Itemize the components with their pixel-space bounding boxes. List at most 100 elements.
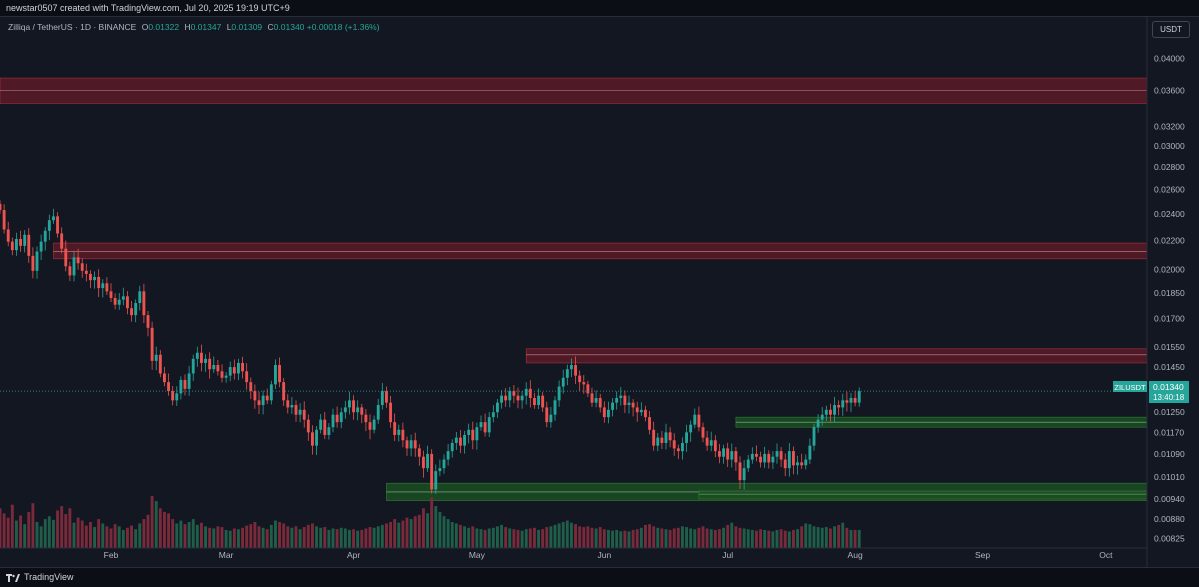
volume-bar (463, 526, 466, 548)
candle-body (779, 451, 783, 460)
price-axis[interactable]: 0.04000 0.03600 0.03200 0.03000 0.02800 0.026… (1154, 53, 1185, 543)
candle-body (541, 395, 545, 408)
volume-bar (208, 527, 212, 548)
volume-bar (315, 526, 318, 548)
candle-body (570, 365, 573, 370)
attribution-text: newstar0507 created with TradingView.com… (6, 3, 290, 13)
candle-body (491, 412, 495, 418)
candle-body (294, 405, 298, 415)
volume-bar (730, 522, 734, 548)
change-value: +0.00018 (+1.36%) (306, 22, 380, 32)
price-tick-label: 0.01700 (1154, 314, 1185, 324)
volume-bar (545, 527, 549, 548)
candle-body (829, 409, 832, 415)
candle-body (401, 429, 405, 441)
candle-body (360, 407, 364, 415)
ticker-tag (1113, 381, 1147, 392)
candle-body (417, 448, 421, 457)
price-tick-label: 0.01090 (1154, 449, 1185, 459)
candle-body (853, 397, 857, 403)
candle-body (323, 419, 327, 435)
candle-layer (0, 200, 861, 495)
volume-bar (393, 519, 397, 548)
volume-bar (722, 527, 725, 548)
volume-bar (648, 524, 651, 548)
volume-bar (820, 527, 824, 548)
volume-bar (269, 524, 273, 548)
candle-body (849, 397, 853, 403)
volume-bar (142, 519, 146, 548)
candle-body (796, 462, 799, 466)
volume-bar (72, 522, 76, 548)
resistance-zone-1 (53, 242, 1148, 260)
volume-bar (635, 529, 639, 548)
currency-selector[interactable]: USDT (1152, 21, 1190, 38)
volume-bar (833, 526, 836, 548)
volume-bar (84, 525, 88, 548)
volume-bar (368, 527, 372, 548)
price-tick-label: 0.01250 (1154, 407, 1185, 417)
candle-body (639, 409, 643, 413)
price-tick-label: 0.02800 (1154, 162, 1185, 172)
candle-body (212, 365, 216, 370)
symbol-name[interactable]: Zilliqa / TetherUS · 1D · BINANCE (8, 22, 137, 32)
time-tick-label: May (469, 550, 486, 560)
volume-bar (664, 529, 668, 548)
high-value: 0.01347 (190, 22, 222, 32)
volume-bar (93, 527, 96, 548)
time-axis[interactable]: Feb Mar Apr May Jun Jul Aug Sep Oct (104, 550, 1113, 560)
candle-body (191, 358, 195, 374)
candle-body (331, 414, 335, 428)
candle-body (549, 414, 553, 423)
candle-body (565, 369, 569, 378)
candle-body (792, 451, 795, 466)
volume-bar (697, 527, 701, 548)
volume-bar (138, 523, 142, 548)
time-tick-label: Sep (975, 550, 990, 560)
candle-body (389, 402, 392, 423)
candle-body (167, 382, 170, 392)
volume-bar (2, 513, 6, 548)
volume-bar (179, 520, 183, 548)
volume-bar (537, 529, 540, 548)
volume-bar (175, 523, 179, 548)
volume-layer (0, 496, 861, 548)
volume-bar (343, 528, 347, 548)
price-chart[interactable]: 0.04000 0.03600 0.03200 0.03000 0.02800 0.026… (0, 17, 1199, 567)
volume-bar (487, 528, 491, 548)
volume-bar (746, 529, 750, 548)
volume-bar (249, 524, 253, 548)
candle-body (574, 365, 577, 376)
volume-bar (364, 528, 368, 548)
volume-bar (590, 527, 594, 548)
candle-body (64, 248, 68, 267)
candle-body (812, 427, 816, 446)
volume-bar (405, 517, 409, 548)
candle-body (150, 327, 154, 361)
volume-bar (602, 529, 606, 548)
candle-body (380, 391, 384, 406)
candle-body (755, 453, 758, 457)
volume-bar (109, 528, 113, 548)
price-tick-label: 0.01850 (1154, 288, 1185, 298)
candle-body (302, 409, 306, 420)
candle-body (216, 365, 220, 372)
candle-body (130, 308, 133, 316)
candle-body (138, 291, 142, 304)
volume-bar (561, 522, 565, 548)
volume-bar (734, 526, 738, 548)
candle-body (39, 241, 43, 252)
volume-bar (6, 517, 10, 548)
candle-body (84, 270, 88, 274)
candle-body (450, 442, 454, 452)
candle-body (759, 456, 762, 463)
volume-bar (376, 526, 380, 548)
volume-bar (783, 530, 787, 548)
volume-bar (450, 522, 454, 548)
candle-body (763, 453, 767, 463)
candle-body (681, 442, 684, 452)
volume-bar (372, 527, 376, 548)
candle-body (335, 414, 339, 423)
candle-body (742, 468, 746, 481)
volume-bar (224, 529, 228, 548)
